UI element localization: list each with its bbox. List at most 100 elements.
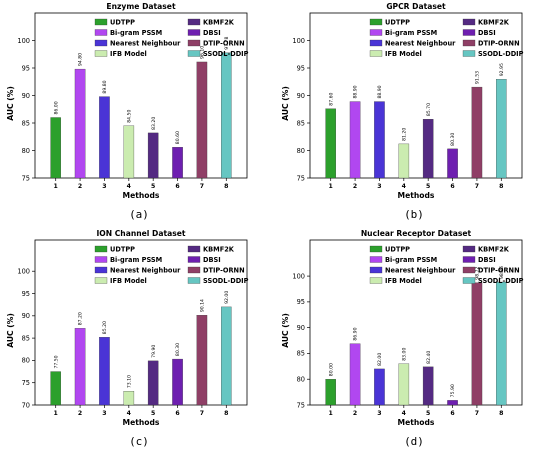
bar-8 [496, 79, 507, 179]
x-tick-label: 3 [102, 410, 106, 417]
bar-2 [74, 328, 86, 406]
bar-6 [172, 358, 183, 406]
legend: UDTPP Bi-gram PSSM Nearest Neighbour IFB Mo… [369, 245, 524, 285]
data-label: 84.50 [126, 110, 132, 123]
y-tick-label: 100 [17, 37, 30, 45]
legend-entry-5: KBMF2K [478, 19, 510, 27]
legend-entry-1: UDTPP [385, 19, 410, 27]
y-axis-label: AUC (%) [281, 86, 290, 121]
chart-title: Enzyme Dataset [106, 2, 176, 11]
y-tick-label: 75 [297, 174, 305, 182]
legend-swatch-7 [187, 39, 201, 47]
legend-entry-1: UDTPP [385, 246, 410, 254]
chart-panel-4: Nuclear Receptor Dataset7580859095100AUC… [281, 229, 524, 448]
y-tick-label: 80 [22, 147, 30, 155]
panel-caption: (d) [404, 435, 424, 448]
y-tick-label: 80 [297, 376, 305, 384]
data-label: 90.14 [200, 299, 206, 312]
legend: UDTPP Bi-gram PSSM Nearest Neighbour IFB Mo… [94, 18, 249, 58]
data-label: 73.10 [126, 375, 132, 388]
x-tick-label: 8 [224, 410, 228, 417]
legend-entry-8: SSODL-DDIP [203, 50, 249, 58]
bar-8 [496, 281, 507, 406]
bar-8 [221, 306, 232, 406]
data-label: 86.90 [353, 327, 359, 340]
data-label: 82.00 [377, 353, 383, 366]
legend-entry-7: DTIP-ORNN [203, 267, 245, 275]
bar-3 [99, 337, 110, 406]
data-label: 92.95 [499, 63, 505, 76]
data-label: 89.80 [102, 80, 108, 93]
y-tick-label: 80 [297, 147, 305, 155]
x-tick-label: 7 [200, 183, 204, 190]
legend-swatch-4 [369, 277, 383, 284]
x-tick-label: 4 [402, 410, 407, 417]
x-tick-label: 2 [78, 410, 82, 417]
x-tick-label: 6 [175, 183, 179, 190]
legend-entry-1: UDTPP [110, 246, 135, 254]
legend-swatch-6 [187, 29, 201, 36]
legend-swatch-2 [369, 29, 383, 36]
legend-entry-4: IFB Model [385, 277, 422, 285]
data-label: 80.30 [175, 343, 181, 356]
data-label: 81.20 [401, 128, 407, 141]
x-tick-label: 5 [151, 183, 155, 190]
data-label: 97.78 [224, 36, 230, 49]
x-tick-label: 2 [78, 183, 82, 190]
bar-4 [123, 391, 135, 406]
y-tick-label: 90 [297, 324, 305, 332]
y-tick-label: 80 [22, 357, 30, 365]
legend-swatch-1 [369, 245, 383, 253]
x-axis-label: Methods [123, 418, 160, 427]
x-tick-label: 8 [499, 410, 503, 417]
y-tick-label: 75 [297, 401, 305, 409]
legend-entry-5: KBMF2K [203, 246, 235, 254]
legend-entry-6: DBSI [203, 29, 221, 37]
data-label: 88.90 [377, 85, 383, 98]
data-label: 82.40 [426, 351, 432, 364]
x-tick-label: 6 [450, 183, 454, 190]
bar-4 [398, 363, 410, 406]
y-tick-label: 100 [292, 37, 305, 45]
x-tick-label: 7 [475, 183, 479, 190]
legend-entry-3: Nearest Neighbour [385, 267, 456, 275]
data-label: 83.20 [151, 117, 157, 130]
y-axis-label: AUC (%) [6, 86, 15, 121]
y-axis-label: AUC (%) [281, 313, 290, 348]
bar-1 [325, 379, 336, 406]
legend-entry-8: SSODL-DDIP [478, 277, 524, 285]
legend-entry-7: DTIP-ORNN [478, 40, 520, 48]
y-tick-label: 70 [22, 401, 30, 409]
x-axis-label: Methods [398, 418, 435, 427]
data-label: 85.70 [426, 103, 432, 116]
chart-title: GPCR Dataset [386, 2, 446, 11]
legend-entry-2: Bi-gram PSSM [385, 29, 437, 37]
legend-swatch-4 [94, 50, 108, 57]
legend-swatch-2 [94, 256, 108, 263]
bar-7 [196, 61, 208, 179]
data-label: 86.00 [53, 101, 59, 114]
bar-4 [123, 125, 135, 179]
x-tick-label: 5 [426, 183, 430, 190]
data-label: 83.00 [401, 348, 407, 361]
legend-swatch-2 [94, 29, 108, 36]
x-tick-label: 3 [102, 183, 106, 190]
legend-swatch-6 [462, 256, 476, 263]
y-tick-label: 95 [22, 64, 30, 72]
data-label: 98.72 [475, 266, 481, 279]
x-axis-label: Methods [398, 191, 435, 200]
x-tick-label: 6 [450, 410, 454, 417]
legend-entry-8: SSODL-DDIP [203, 277, 249, 285]
data-label: 91.53 [475, 71, 481, 84]
bar-3 [374, 368, 385, 406]
legend-swatch-3 [369, 39, 383, 47]
data-label: 79.90 [151, 345, 157, 358]
legend-swatch-5 [187, 18, 201, 26]
legend-swatch-7 [462, 266, 476, 274]
plot-frame [309, 239, 523, 406]
legend-swatch-1 [94, 18, 108, 26]
legend-entry-6: DBSI [203, 256, 221, 264]
y-tick-label: 75 [22, 379, 30, 387]
x-tick-label: 1 [54, 410, 58, 417]
